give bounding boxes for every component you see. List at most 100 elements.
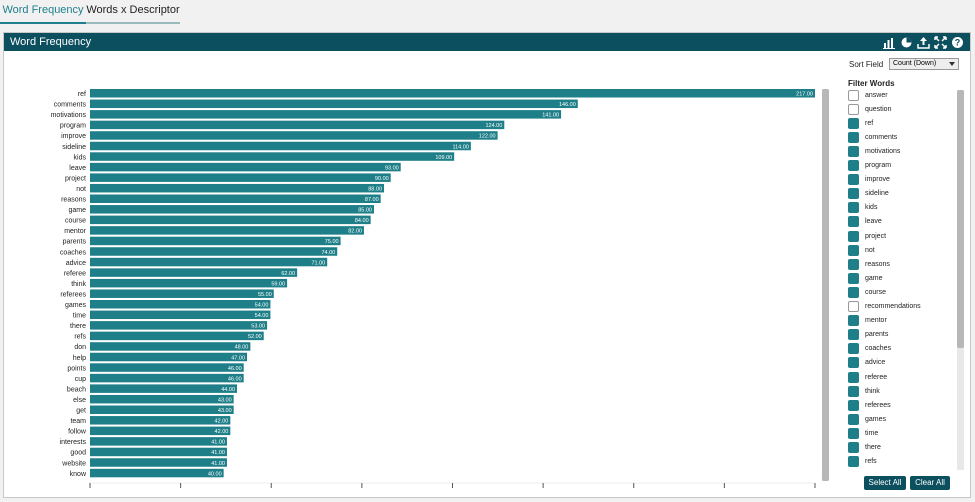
bar[interactable] [90,426,231,436]
filter-item[interactable]: parents [848,328,956,342]
filter-checkbox[interactable] [848,145,859,157]
filter-item[interactable]: time [848,426,956,440]
bar[interactable] [90,131,498,140]
filter-checkbox[interactable] [848,131,859,143]
filter-checkbox[interactable] [848,456,859,468]
filter-item[interactable]: referee [848,370,956,384]
bar[interactable] [90,310,271,320]
filter-checkbox[interactable] [848,103,859,115]
bar[interactable] [90,405,234,415]
filter-checkbox[interactable] [848,117,859,129]
filter-item[interactable]: recommendations [848,300,956,314]
filter-item[interactable]: games [848,412,956,426]
filter-checkbox[interactable] [848,89,859,101]
filter-checkbox[interactable] [848,160,859,171]
filter-checkbox[interactable] [848,216,859,228]
filter-scrollbar[interactable] [957,90,964,470]
bar[interactable] [90,300,271,309]
filter-item[interactable]: project [848,229,956,243]
filter-item[interactable]: think [848,384,956,398]
filter-checkbox[interactable] [848,371,859,383]
help-icon[interactable]: ? [951,36,964,49]
expand-icon[interactable] [934,35,947,49]
filter-checkbox[interactable] [848,244,859,256]
bar[interactable] [90,89,815,98]
filter-item[interactable]: improve [848,173,956,187]
bar-chart-icon[interactable] [883,36,896,49]
filter-checkbox[interactable] [848,202,859,214]
filter-checkbox[interactable] [848,286,859,298]
bar[interactable] [90,468,224,478]
filter-checkbox[interactable] [848,357,859,369]
bar[interactable] [90,373,244,383]
export-icon[interactable] [917,36,930,49]
filter-item[interactable]: referees [848,398,956,412]
filter-item[interactable]: game [848,271,956,285]
bar[interactable] [90,99,578,109]
tab-word-frequency[interactable]: Word Frequency [0,0,86,24]
tab-words-x-descriptor[interactable]: Words x Descriptor [86,0,180,24]
filter-item[interactable]: question [848,102,956,116]
bar[interactable] [90,268,298,277]
bar[interactable] [90,226,364,235]
filter-checkbox[interactable] [848,188,859,200]
bar[interactable] [90,289,274,298]
filter-item[interactable]: reasons [848,257,956,271]
filter-item[interactable]: there [848,441,956,455]
bar[interactable] [90,331,264,341]
filter-item[interactable]: answer [848,88,956,102]
bar[interactable] [90,236,341,246]
filter-checkbox[interactable] [848,442,859,453]
select-all-button[interactable]: Select All [864,476,906,490]
filter-item[interactable]: refs [848,455,956,469]
filter-item[interactable]: leave [848,215,956,229]
filter-item[interactable]: motivations [848,144,956,158]
bar[interactable] [90,394,234,404]
filter-checkbox[interactable] [848,272,859,284]
bar[interactable] [90,257,328,267]
bar[interactable] [90,363,244,372]
filter-item[interactable]: sideline [848,187,956,201]
bar[interactable] [90,183,385,193]
filter-item[interactable]: program [848,159,956,173]
filter-checkbox[interactable] [848,301,859,312]
sort-field-select[interactable]: Count (Down) [889,58,959,70]
filter-checkbox[interactable] [848,385,859,397]
filter-checkbox[interactable] [848,174,859,186]
filter-item[interactable]: mentor [848,314,956,328]
filter-checkbox[interactable] [848,427,859,439]
bar[interactable] [90,342,251,351]
bar[interactable] [90,247,338,256]
filter-checkbox[interactable] [848,329,859,341]
filter-checkbox[interactable] [848,258,859,270]
bar[interactable] [90,458,227,467]
filter-checkbox[interactable] [848,413,859,425]
filter-item[interactable]: comments [848,130,956,144]
filter-item[interactable]: course [848,285,956,299]
bar[interactable] [90,416,231,425]
pie-chart-icon[interactable] [900,36,913,49]
clear-all-button[interactable]: Clear All [910,476,950,490]
chart-scrollbar-thumb[interactable] [822,89,829,481]
filter-item[interactable]: advice [848,356,956,370]
bar[interactable] [90,141,471,151]
bar[interactable] [90,162,401,172]
bar[interactable] [90,447,227,457]
filter-checkbox[interactable] [848,230,859,242]
bar[interactable] [90,110,562,119]
filter-checkbox[interactable] [848,399,859,411]
bar[interactable] [90,437,227,446]
bar[interactable] [90,384,238,393]
filter-scrollbar-thumb[interactable] [957,90,964,348]
filter-item[interactable]: kids [848,201,956,215]
bar[interactable] [90,215,371,225]
filter-item[interactable]: coaches [848,342,956,356]
bar[interactable] [90,205,374,214]
bar[interactable] [90,152,455,161]
bar[interactable] [90,120,505,130]
filter-item[interactable]: ref [848,116,956,130]
bar[interactable] [90,194,381,204]
filter-checkbox[interactable] [848,315,859,327]
filter-checkbox[interactable] [848,343,859,355]
filter-item[interactable]: not [848,243,956,257]
